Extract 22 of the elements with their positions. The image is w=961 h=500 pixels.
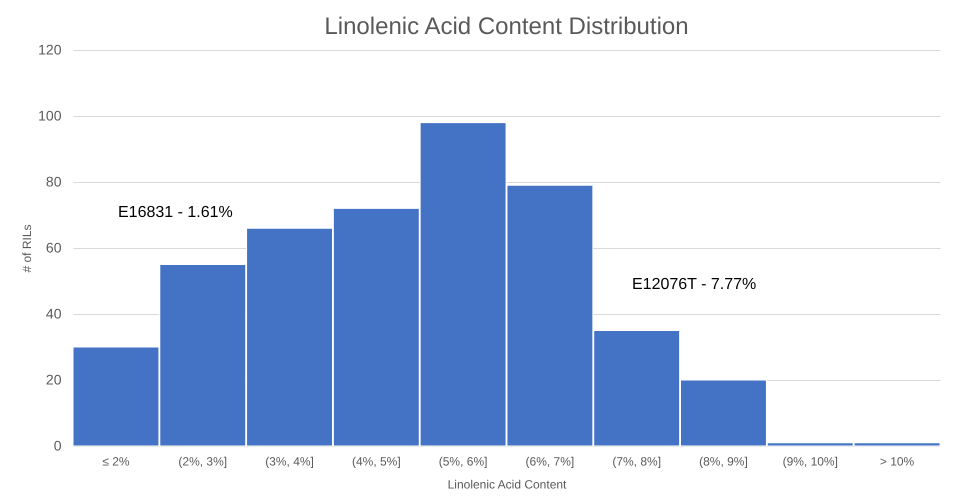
x-tick-label: (2%, 3%] xyxy=(178,454,228,468)
y-tick-label: 80 xyxy=(46,174,62,190)
y-tick-label: 100 xyxy=(38,108,62,124)
x-tick-label: (8%, 9%] xyxy=(699,454,748,468)
y-tick-label: 20 xyxy=(46,372,62,388)
x-tick-label: (6%, 7%] xyxy=(526,454,574,468)
y-axis-title: # of RILs xyxy=(20,224,34,273)
x-tick-label: (4%, 5%] xyxy=(352,454,401,468)
x-tick-label: (5%, 6%] xyxy=(438,454,488,468)
y-tick-label: 60 xyxy=(46,240,62,256)
x-tick-label: > 10% xyxy=(880,454,915,468)
y-tick-label: 0 xyxy=(54,438,62,454)
y-tick-label: 120 xyxy=(38,42,62,58)
chart-title: Linolenic Acid Content Distribution xyxy=(324,13,689,40)
annotation: E12076T - 7.77% xyxy=(632,276,756,293)
x-axis-title: Linolenic Acid Content xyxy=(448,478,568,492)
x-tick-label: ≤ 2% xyxy=(102,454,130,468)
x-tick-label: (3%, 4%] xyxy=(265,454,314,468)
y-tick-label: 40 xyxy=(46,306,62,322)
x-tick-label: (7%, 8%] xyxy=(612,454,662,468)
annotation: E16831 - 1.61% xyxy=(118,204,233,221)
x-tick-label: (9%, 10%] xyxy=(782,454,838,468)
